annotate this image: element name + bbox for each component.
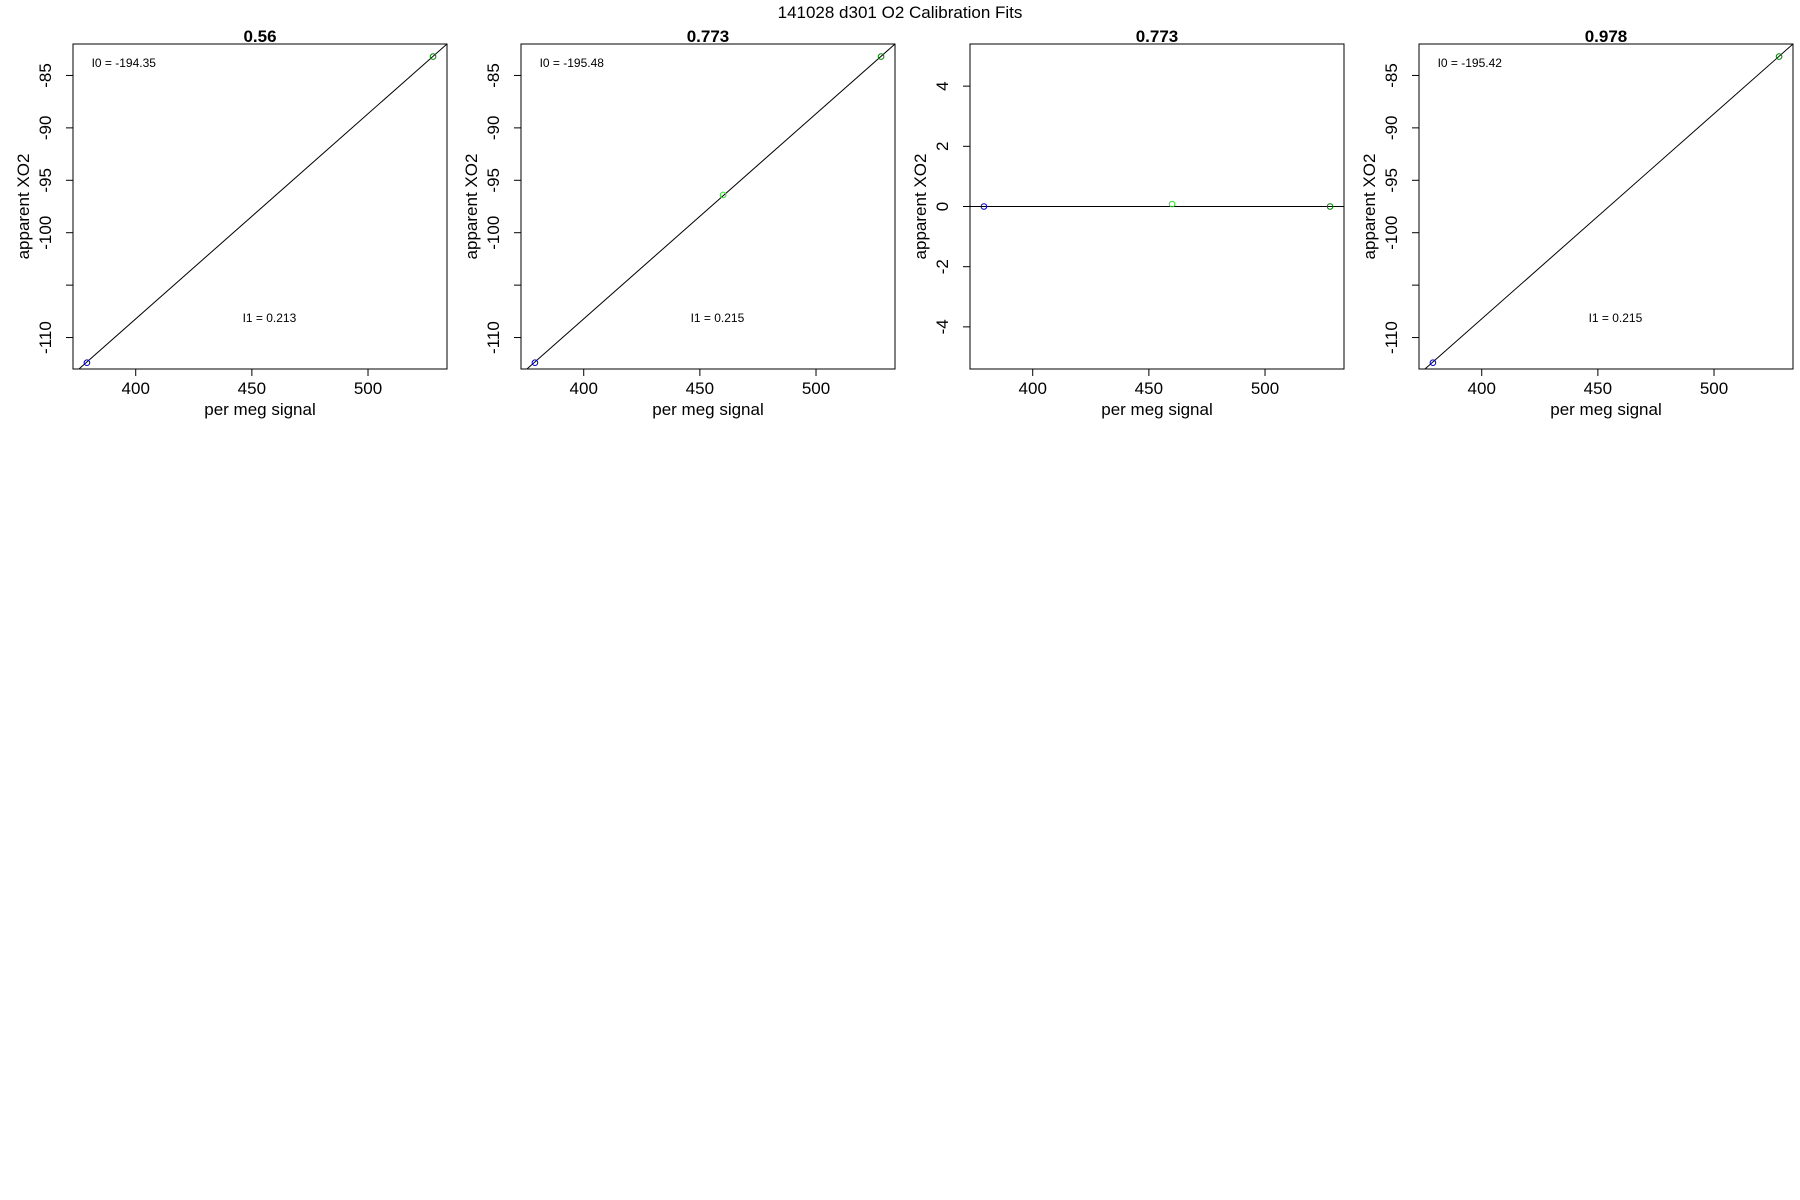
x-tick-label: 500 xyxy=(1700,379,1728,398)
annotation-i0: I0 = -194.35 xyxy=(92,56,157,70)
data-point-1 xyxy=(980,203,988,210)
y-tick-label: -110 xyxy=(36,321,55,354)
x-axis-label: per meg signal xyxy=(1101,400,1213,419)
y-tick-label: -100 xyxy=(36,216,55,250)
y-tick-label: 0 xyxy=(933,202,952,211)
y-tick-label: -110 xyxy=(484,321,503,354)
annotation-i1: I1 = 0.213 xyxy=(243,311,297,325)
fit-line xyxy=(1424,44,1793,369)
y-axis-label: apparent XO2 xyxy=(911,154,930,260)
y-axis-label: apparent XO2 xyxy=(1360,154,1379,260)
x-tick-label: 450 xyxy=(686,379,714,398)
data-point-2 xyxy=(429,53,437,60)
y-tick-label: -110 xyxy=(1382,321,1401,354)
y-axis-label: apparent XO2 xyxy=(462,154,481,260)
x-axis-label: per meg signal xyxy=(652,400,764,419)
fit-line xyxy=(78,44,447,369)
x-tick-label: 450 xyxy=(1135,379,1163,398)
chart-panel-1: 0.56 400 450 500 per meg signal -85 -90 -95 -100… xyxy=(14,27,448,419)
y-tick-label: -100 xyxy=(1382,216,1401,250)
y-tick-label: -95 xyxy=(1382,168,1401,193)
y-tick-label: -90 xyxy=(1382,116,1401,141)
x-tick-label: 500 xyxy=(802,379,830,398)
panels-container: 0.56 400 450 500 per meg signal -85 -90 -95 -100… xyxy=(14,27,1794,419)
chart-panel-4: 0.978 400 450 500 per meg signal -85 -90 -95 -10… xyxy=(1360,27,1794,419)
y-tick-label: 2 xyxy=(933,142,952,151)
y-tick-label: -90 xyxy=(36,116,55,141)
x-tick-label: 500 xyxy=(354,379,382,398)
x-tick-label: 400 xyxy=(570,379,598,398)
y-tick-label: -90 xyxy=(484,116,503,141)
chart-panel-3: 0.773 400 450 500 per meg signal 4 2 0 -2 -4 appar… xyxy=(911,27,1345,419)
annotation-i0: I0 = -195.42 xyxy=(1438,56,1503,70)
y-tick-label: -2 xyxy=(933,259,952,274)
annotation-i0: I0 = -195.48 xyxy=(540,56,605,70)
plot-frame xyxy=(520,43,896,370)
x-tick-label: 450 xyxy=(1584,379,1612,398)
y-tick-label: 4 xyxy=(933,81,952,90)
data-point-1 xyxy=(1429,359,1437,367)
annotation-i1: I1 = 0.215 xyxy=(1589,311,1643,325)
y-tick-label: -85 xyxy=(484,63,503,88)
fit-line xyxy=(526,44,895,369)
data-point-1 xyxy=(531,359,539,367)
panel-title: 0.978 xyxy=(1585,27,1628,46)
panel-title: 0.56 xyxy=(243,27,276,46)
y-tick-label: -95 xyxy=(484,168,503,193)
x-tick-label: 400 xyxy=(1019,379,1047,398)
x-tick-label: 500 xyxy=(1251,379,1279,398)
panel-title: 0.773 xyxy=(687,27,730,46)
data-point-3 xyxy=(1326,203,1334,210)
data-point-2 xyxy=(1168,200,1176,208)
x-tick-label: 450 xyxy=(238,379,266,398)
y-tick-label: -85 xyxy=(36,63,55,88)
data-point-2 xyxy=(1775,53,1783,60)
x-axis-label: per meg signal xyxy=(1550,400,1662,419)
y-tick-label: -4 xyxy=(933,319,952,334)
x-axis-label: per meg signal xyxy=(204,400,316,419)
panel-title: 0.773 xyxy=(1136,27,1179,46)
annotation-i1: I1 = 0.215 xyxy=(691,311,745,325)
x-tick-label: 400 xyxy=(1468,379,1496,398)
figure-title: 141028 d301 O2 Calibration Fits xyxy=(778,3,1023,22)
y-tick-label: -85 xyxy=(1382,63,1401,88)
y-axis-label: apparent XO2 xyxy=(14,154,33,260)
data-point-2 xyxy=(719,191,727,199)
chart-panel-2: 0.773 400 450 500 per meg signal -85 -90 -95 -10… xyxy=(462,27,896,419)
x-tick-label: 400 xyxy=(122,379,150,398)
plot-frame xyxy=(1418,43,1794,370)
data-point-3 xyxy=(877,53,885,60)
y-tick-label: -100 xyxy=(484,216,503,250)
data-point-1 xyxy=(83,359,91,367)
y-tick-label: -95 xyxy=(36,168,55,193)
plot-frame xyxy=(72,43,448,370)
